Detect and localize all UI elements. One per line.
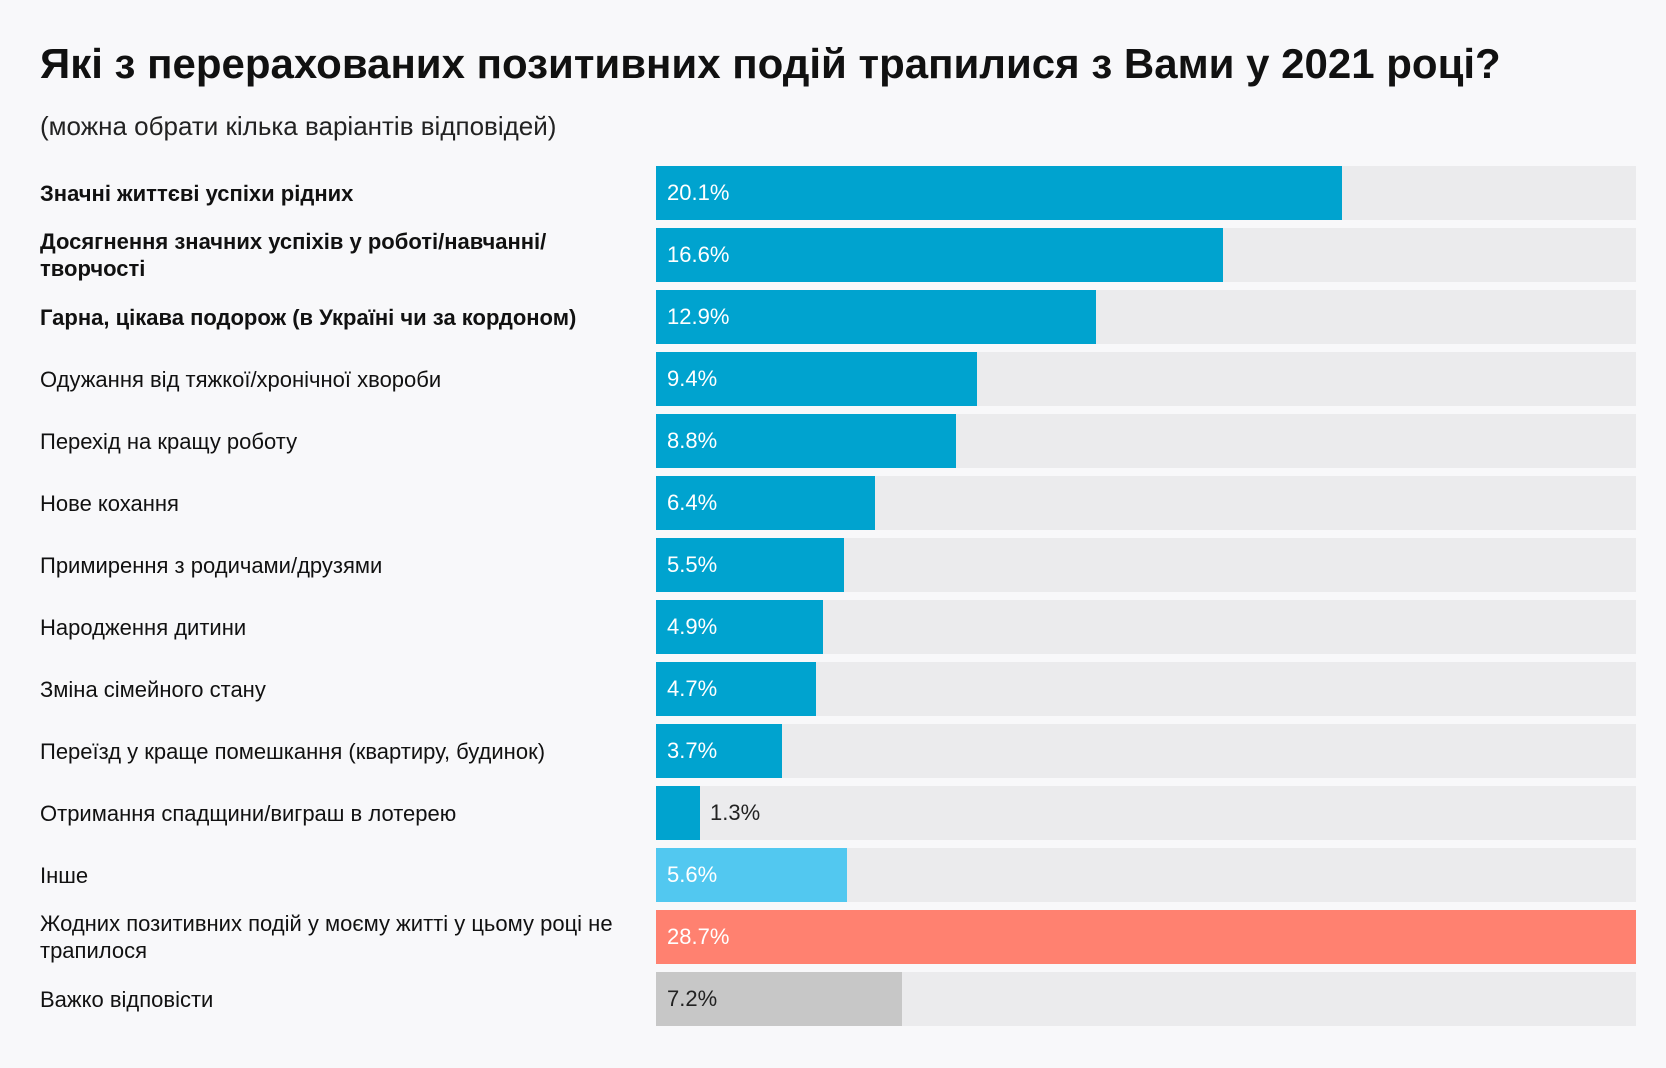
bar-track: 6.4% <box>656 476 1636 530</box>
bar <box>656 352 977 406</box>
bar-track: 5.5% <box>656 538 1636 592</box>
bar <box>656 786 700 840</box>
bar <box>656 724 782 778</box>
bar <box>656 600 823 654</box>
bar <box>656 848 847 902</box>
data-label: 1.3% <box>710 800 761 825</box>
data-label: 8.8% <box>667 428 718 453</box>
data-label: 28.7% <box>667 924 730 949</box>
bar-track: 7.2% <box>656 972 1636 1026</box>
bar-track: 12.9% <box>656 290 1636 344</box>
data-label: 3.7% <box>667 738 718 763</box>
bar-track: 4.7% <box>656 662 1636 716</box>
category-label: Перехід на кращу роботу <box>40 428 298 454</box>
bar <box>656 910 1636 964</box>
category-label: Зміна сімейного стану <box>40 676 266 702</box>
data-label: 5.5% <box>667 552 718 577</box>
bar-track: 20.1% <box>656 166 1636 220</box>
category-label: Важко відповісти <box>40 986 214 1012</box>
category-label: Інше <box>40 862 89 888</box>
chart-subtitle: (можна обрати кілька варіантів відповіде… <box>40 111 557 141</box>
category-label: Отримання спадщини/виграш в лотерею <box>40 800 457 826</box>
data-label: 4.7% <box>667 676 718 701</box>
category-label: Одужання від тяжкої/хронічної хвороби <box>40 366 442 392</box>
bar-track: 16.6% <box>656 228 1636 282</box>
bar-track: 1.3% <box>656 786 1636 840</box>
bar-track: 28.7% <box>656 910 1636 964</box>
bar-track: 3.7% <box>656 724 1636 778</box>
bar <box>656 228 1223 282</box>
bar-track: 4.9% <box>656 600 1636 654</box>
data-label: 9.4% <box>667 366 718 391</box>
data-label: 6.4% <box>667 490 718 515</box>
bar <box>656 166 1342 220</box>
data-label: 16.6% <box>667 242 730 267</box>
bar <box>656 662 816 716</box>
category-label: Значні життєві успіхи рідних <box>40 180 354 206</box>
data-label: 7.2% <box>667 986 718 1011</box>
data-label: 4.9% <box>667 614 718 639</box>
chart-title: Які з перерахованих позитивних подій тра… <box>40 40 1501 87</box>
bar <box>656 476 875 530</box>
bar <box>656 538 844 592</box>
bar-track: 5.6% <box>656 848 1636 902</box>
category-label: Жодних позитивних подій у моєму житті у … <box>40 911 613 963</box>
bar-track: 8.8% <box>656 414 1636 468</box>
bar <box>656 290 1096 344</box>
category-label: Примирення з родичами/друзями <box>40 552 383 578</box>
category-label: Народження дитини <box>40 614 247 640</box>
category-label: Гарна, цікава подорож (в Україні чи за к… <box>40 304 577 330</box>
data-label: 12.9% <box>667 304 730 329</box>
category-label: Переїзд у краще помешкання (квартиру, бу… <box>40 738 546 764</box>
category-label: Нове кохання <box>40 490 179 516</box>
bar-track: 9.4% <box>656 352 1636 406</box>
data-label: 5.6% <box>667 862 718 887</box>
bar <box>656 414 956 468</box>
bar <box>656 972 902 1026</box>
data-label: 20.1% <box>667 180 730 205</box>
category-label: Досягнення значних успіхів у роботі/навч… <box>40 229 547 281</box>
